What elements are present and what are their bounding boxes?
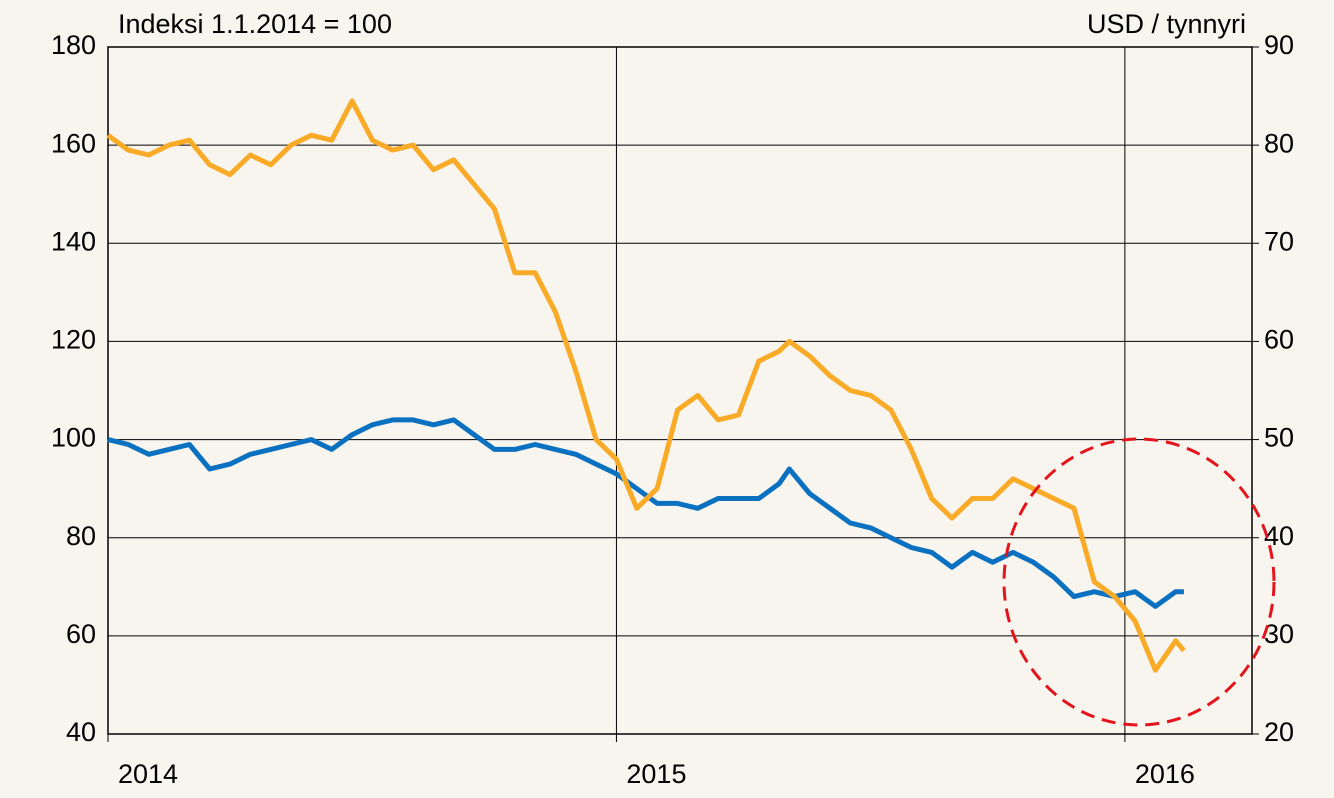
y-tick-label: 60 — [66, 619, 96, 649]
y-tick-label: 180 — [51, 30, 96, 60]
highlight-circle — [1002, 437, 1276, 727]
y-tick-label: 140 — [51, 226, 96, 256]
y-tick-label: 40 — [66, 717, 96, 747]
y2-tick-label: 90 — [1264, 30, 1294, 60]
y-tick-label: 160 — [51, 128, 96, 158]
y-axis-label: Indeksi 1.1.2014 = 100 — [118, 9, 392, 39]
x-tick-label: 2016 — [1135, 759, 1195, 789]
x-tick-label: 2014 — [118, 759, 178, 789]
series-line — [107, 417, 1184, 609]
y-tick-label: 80 — [66, 521, 96, 551]
plot-frame — [107, 46, 1253, 735]
y2-tick-label: 20 — [1264, 717, 1294, 747]
y-tick-label: 120 — [51, 325, 96, 355]
y2-tick-label: 80 — [1264, 128, 1294, 158]
y2-tick-label: 60 — [1264, 325, 1294, 355]
y-tick-label: 100 — [51, 423, 96, 453]
x-tick-label: 2015 — [626, 759, 686, 789]
plot: 4060801001201401601802030405060708090201… — [51, 30, 1294, 789]
y2-tick-label: 50 — [1264, 423, 1294, 453]
y2-tick-label: 30 — [1264, 619, 1294, 649]
y2-axis-label: USD / tynnyri — [1087, 9, 1246, 39]
y2-tick-label: 70 — [1264, 226, 1294, 256]
series-line — [106, 98, 1186, 673]
